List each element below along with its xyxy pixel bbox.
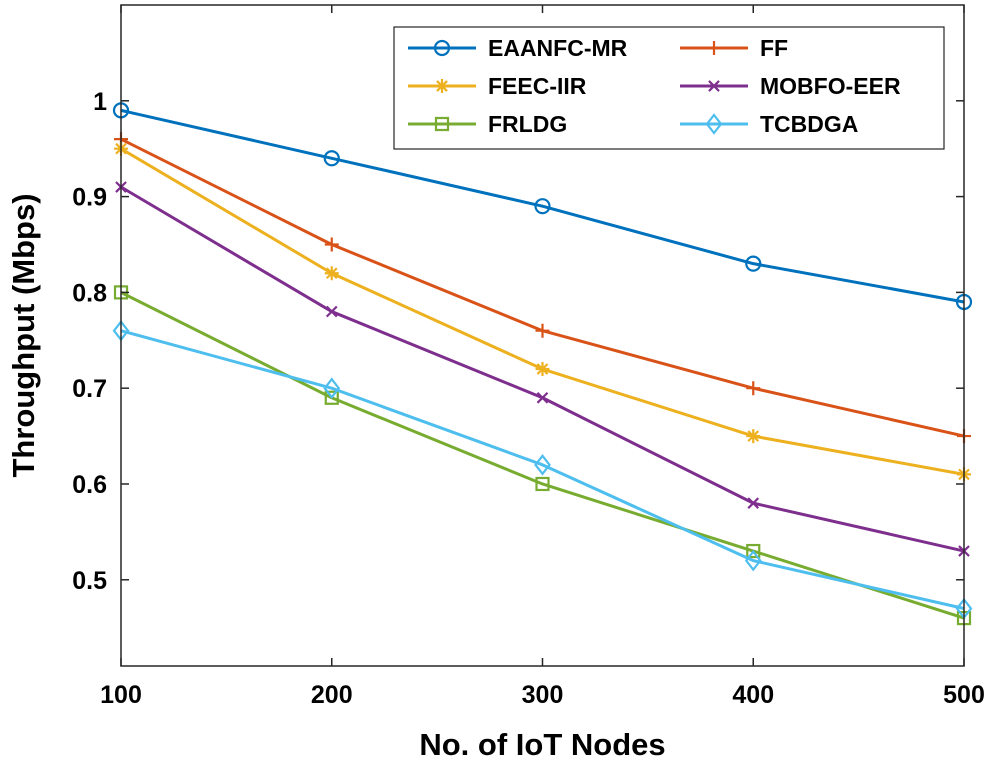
legend-box — [393, 26, 945, 150]
data-point-tcbdga-200 — [323, 377, 341, 399]
legend-label-frldg: FRLDG — [488, 111, 567, 137]
data-point-eaanfc-mr-200 — [323, 150, 340, 167]
legend-marker-eaanfc-mr — [433, 39, 451, 57]
tick-layer: 100 200 300 400 500 0.5 0.6 0.7 0.8 0.9 1 — [72, 5, 985, 709]
legend-label-tcbdga: TCBDGA — [760, 111, 858, 137]
y-axis-title: Throughput (Mbps) — [6, 193, 41, 477]
data-point-frldg-200 — [324, 390, 339, 405]
data-point-eaanfc-mr-300 — [534, 198, 551, 215]
legend-marker-tcbdga — [705, 113, 723, 135]
data-point-mobfo-eer-400 — [747, 497, 760, 509]
data-point-eaanfc-mr-400 — [745, 255, 762, 272]
legend-item-eaanfc-mr: EAANFC-MR — [408, 35, 628, 61]
x-tick-label-500: 500 — [943, 681, 985, 709]
legend: EAANFC-MR FF FEEC-IIR MOBFO-EER FRLDG TCBDGA — [393, 26, 945, 150]
x-tick-label-300: 300 — [522, 681, 564, 709]
legend-item-frldg: FRLDG — [408, 111, 567, 137]
series-line-frldg — [120, 291, 965, 620]
x-tick-label-200: 200 — [311, 681, 353, 709]
series-line-tcbdga — [120, 329, 965, 610]
legend-label-feec-iir: FEEC-IIR — [488, 73, 587, 99]
legend-label-ff: FF — [760, 35, 788, 61]
legend-item-ff: FF — [680, 35, 788, 61]
legend-marker-ff — [707, 41, 721, 55]
y-tick-label-0.5: 0.5 — [72, 567, 107, 595]
data-point-feec-iir-400 — [746, 429, 761, 444]
y-tick-label-0.6: 0.6 — [72, 471, 107, 499]
x-tick-label-400: 400 — [732, 681, 774, 709]
data-point-feec-iir-300 — [535, 362, 550, 377]
legend-marker-frldg — [434, 116, 450, 132]
legend-marker-mobfo-eer — [708, 80, 720, 92]
data-point-ff-400 — [746, 381, 761, 396]
y-tick-label-0.8: 0.8 — [72, 279, 107, 307]
data-point-ff-300 — [535, 323, 550, 338]
legend-item-feec-iir: FEEC-IIR — [408, 73, 587, 99]
x-axis-title: No. of IoT Nodes — [419, 727, 665, 762]
y-tick-label-0.7: 0.7 — [72, 375, 107, 403]
data-point-frldg-400 — [746, 543, 761, 559]
data-point-ff-200 — [324, 237, 339, 252]
legend-item-tcbdga: TCBDGA — [680, 111, 858, 137]
legend-marker-feec-iir — [435, 79, 449, 93]
y-tick-label-0.9: 0.9 — [72, 184, 107, 212]
y-tick-label-1: 1 — [93, 88, 107, 116]
legend-item-mobfo-eer: MOBFO-EER — [680, 73, 901, 99]
legend-label-eaanfc-mr: EAANFC-MR — [488, 35, 628, 61]
data-point-mobfo-eer-300 — [536, 391, 549, 404]
legend-label-mobfo-eer: MOBFO-EER — [760, 73, 901, 99]
data-point-frldg-300 — [535, 476, 550, 492]
data-point-mobfo-eer-200 — [325, 305, 338, 318]
data-point-feec-iir-200 — [324, 266, 339, 281]
data-point-tcbdga-300 — [534, 454, 551, 476]
series-line-eaanfc-mr — [120, 108, 965, 304]
x-tick-label-100: 100 — [100, 681, 142, 709]
data-point-tcbdga-400 — [744, 549, 762, 572]
